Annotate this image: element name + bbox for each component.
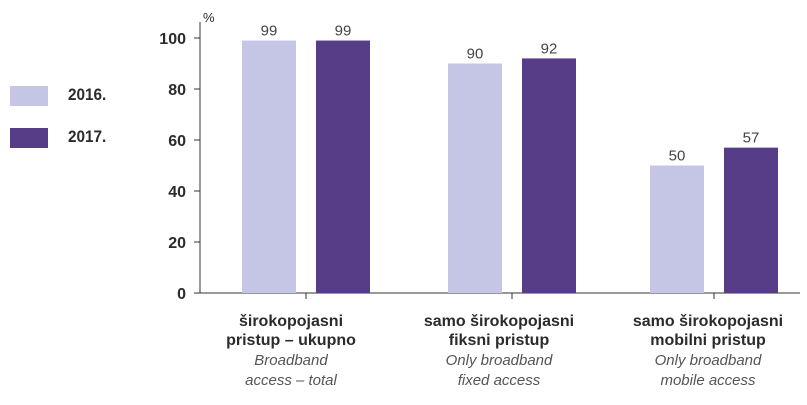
bar-1-1 [522,58,576,294]
legend-swatch-2016 [10,86,48,106]
category-label-mobile-hr2: mobilni pristup [650,332,766,349]
y-tick-label-60: 60 [168,133,186,150]
category-label-mobile-en1: Only broadband [654,352,762,369]
bar-1-0 [448,63,502,293]
value-label-0-0: 99 [261,23,278,40]
y-tick-label-0: 0 [177,286,186,300]
category-label-mobile-hr1: samo širokopojasni [632,313,784,330]
category-label-total-hr1: širokopojasni [238,313,344,330]
bar-0-1 [316,40,370,293]
value-label-1-0: 90 [467,46,484,63]
value-label-1-1: 92 [541,40,558,57]
y-tick-label-80: 80 [168,82,186,99]
category-label-fixed: samo širokopojasni fiksni pristup Only b… [399,312,599,390]
legend-item-2017: 2017. [10,124,170,152]
category-label-total-en1: Broadband [254,352,328,369]
value-label-0-1: 99 [335,23,352,40]
category-label-total: širokopojasni pristup – ukupno Broadband… [191,312,391,390]
legend-label-2017: 2017. [68,127,107,146]
y-axis-unit: % [203,10,215,25]
bar-0-0 [242,40,296,293]
legend-label-2016: 2016. [68,85,107,104]
category-label-total-en2: access – total [245,372,337,389]
value-label-2-0: 50 [669,148,686,165]
y-tick-label-100: 100 [159,31,186,48]
bar-2-0 [650,165,704,293]
bar-chart: % 0 20 40 60 80 100 99 99 90 92 50 57 [159,10,800,300]
category-label-fixed-hr2: fiksni pristup [448,332,550,349]
category-label-mobile: samo širokopojasni mobilni pristup Only … [608,312,807,390]
category-label-total-hr2: pristup – ukupno [226,332,356,349]
y-tick-label-20: 20 [168,235,186,252]
legend-item-2016: 2016. [10,82,170,110]
value-label-2-1: 57 [743,130,760,147]
category-label-fixed-en2: fixed access [457,372,541,389]
y-tick-label-40: 40 [168,184,186,201]
bar-2-1 [724,147,778,293]
category-label-fixed-hr1: samo širokopojasni [423,313,575,330]
legend-swatch-2017 [10,128,48,148]
category-label-fixed-en1: Only broadband [445,352,553,369]
category-label-mobile-en2: mobile access [660,372,756,389]
